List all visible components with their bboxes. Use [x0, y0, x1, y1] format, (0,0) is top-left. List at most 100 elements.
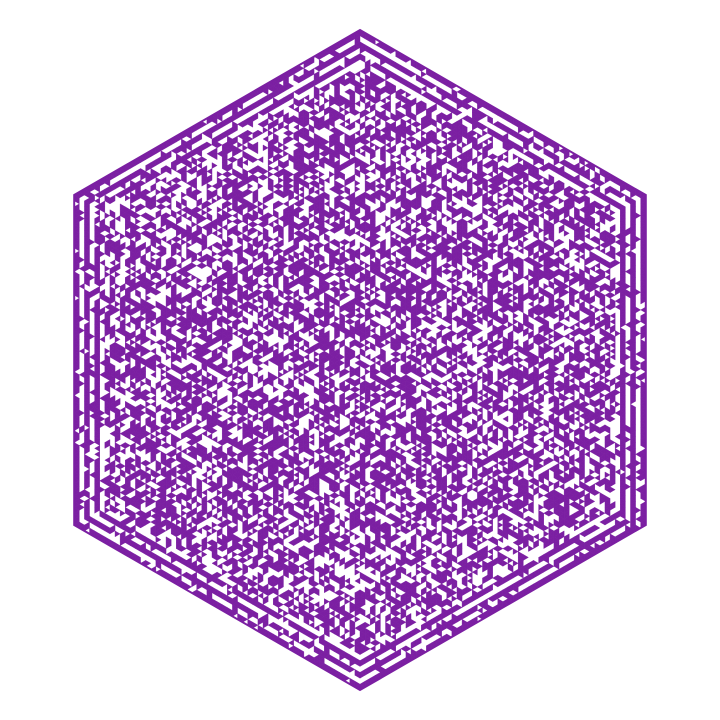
- maze-cell: [79, 327, 85, 334]
- maze-cell: [114, 400, 121, 408]
- maze-cell: [109, 268, 116, 275]
- maze-cell: [160, 221, 167, 228]
- maze-cell: [165, 409, 172, 417]
- maze-cell: [125, 501, 131, 508]
- maze-cell: [145, 400, 152, 408]
- maze-cell: [135, 253, 141, 261]
- maze-cell: [165, 418, 172, 426]
- maze-cell: [84, 315, 90, 323]
- maze-cell: [109, 174, 116, 181]
- maze-cell: [145, 165, 152, 172]
- maze-cell: [94, 506, 101, 514]
- maze-cell: [150, 498, 157, 505]
- maze-cell: [89, 238, 96, 246]
- maze-cell: [155, 430, 162, 437]
- maze-cell: [109, 468, 116, 476]
- maze-cell: [89, 291, 96, 299]
- maze-cell: [155, 562, 162, 570]
- maze-cell: [155, 265, 162, 272]
- maze-cell: [160, 374, 167, 381]
- maze-cell: [170, 262, 177, 270]
- maze-cell: [155, 536, 162, 544]
- maze-cell: [104, 506, 111, 514]
- maze-cell: [135, 212, 141, 219]
- maze-cell: [109, 383, 116, 390]
- maze-cell: [104, 265, 111, 272]
- maze-cell: [99, 421, 106, 429]
- maze-cell: [114, 171, 121, 178]
- maze-cell: [170, 321, 177, 328]
- maze-cell: [135, 218, 141, 225]
- maze-cell: [130, 339, 136, 346]
- maze-cell: [104, 501, 111, 508]
- maze-cell: [170, 250, 177, 258]
- maze-cell: [84, 280, 90, 287]
- maze-cell: [150, 315, 157, 323]
- maze-cell: [104, 227, 111, 234]
- maze-cell: [104, 386, 111, 393]
- maze-cell: [170, 312, 177, 320]
- maze-cell: [114, 501, 121, 508]
- maze-cell: [119, 285, 126, 293]
- maze-cell: [89, 456, 96, 464]
- maze-cell: [114, 271, 121, 278]
- maze-cell: [89, 197, 96, 205]
- maze-cell: [160, 197, 167, 205]
- maze-cell: [89, 362, 96, 370]
- maze-cell: [155, 171, 162, 178]
- maze-cell: [99, 409, 106, 417]
- maze-cell: [104, 188, 111, 196]
- maze-cell: [129, 259, 136, 267]
- maze-cell: [160, 386, 167, 393]
- maze-cell: [99, 259, 106, 267]
- maze-cell: [155, 159, 162, 166]
- maze-cell: [84, 462, 90, 470]
- maze-cell: [109, 333, 116, 340]
- maze-cell: [140, 409, 147, 417]
- maze-cell: [119, 168, 126, 175]
- maze-cell: [165, 271, 172, 278]
- maze-cell: [135, 483, 141, 490]
- maze-cell: [145, 247, 152, 255]
- maze-cell: [104, 465, 111, 473]
- maze-cell: [119, 232, 126, 240]
- maze-cell: [155, 448, 162, 455]
- maze-cell: [145, 294, 152, 302]
- maze-cell: [135, 504, 141, 511]
- maze-cell: [150, 215, 157, 222]
- maze-cell: [130, 162, 136, 169]
- maze-cell: [145, 153, 152, 160]
- maze-cell: [129, 383, 136, 390]
- maze-cell: [135, 283, 141, 290]
- maze-cell: [165, 300, 172, 308]
- maze-cell: [170, 138, 177, 146]
- maze-cell: [125, 224, 131, 231]
- maze-cell: [119, 415, 126, 423]
- maze-cell: [124, 356, 131, 364]
- maze-cell: [165, 430, 172, 437]
- maze-cell: [145, 347, 152, 355]
- maze-cell: [145, 560, 152, 567]
- maze-cell: [99, 206, 106, 214]
- maze-cell: [165, 179, 172, 187]
- maze-cell: [160, 347, 167, 355]
- maze-cell: [145, 518, 152, 526]
- maze-cell: [124, 321, 131, 328]
- maze-cell: [145, 512, 152, 520]
- maze-cell: [165, 168, 172, 175]
- maze-cell: [129, 448, 136, 455]
- maze-cell: [160, 203, 167, 211]
- maze-cell: [73, 291, 80, 299]
- maze-cell: [79, 427, 85, 435]
- maze-cell: [109, 495, 116, 502]
- maze-cell: [114, 477, 121, 485]
- maze-cell: [119, 421, 126, 429]
- maze-cell: [145, 324, 152, 331]
- maze-cell: [150, 174, 157, 181]
- maze-cell: [150, 389, 157, 396]
- maze-cell: [119, 244, 126, 252]
- maze-cell: [155, 274, 162, 281]
- maze-cell: [150, 545, 157, 552]
- maze-cell: [140, 521, 147, 529]
